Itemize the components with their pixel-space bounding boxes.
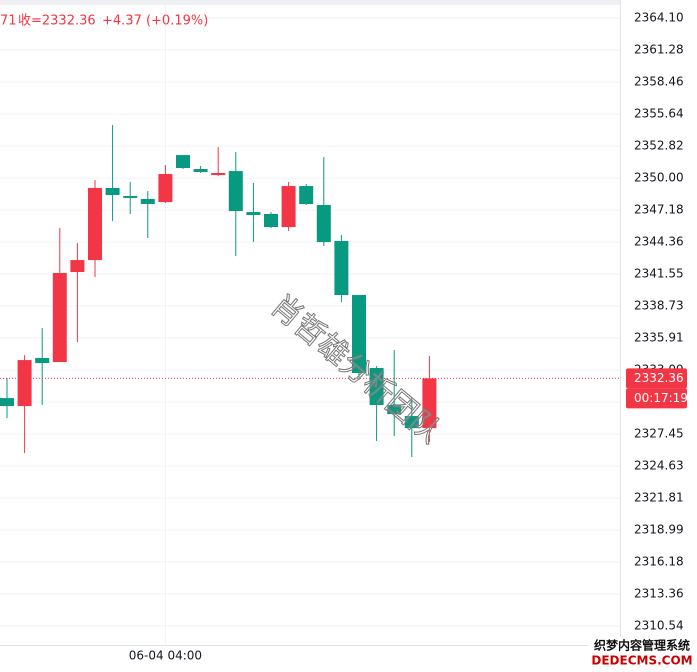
top-strip xyxy=(0,0,620,5)
y-tick-label: 2352.82 xyxy=(634,139,684,153)
candle-body xyxy=(35,358,50,364)
y-tick-label: 2318.99 xyxy=(634,523,684,537)
header-change: +4.37 (+0.19%) xyxy=(102,14,208,29)
countdown-box xyxy=(626,388,687,409)
candle-body xyxy=(0,398,14,407)
header-prefix: 71 xyxy=(0,14,17,29)
candle-body xyxy=(105,187,120,196)
y-tick-label: 2358.46 xyxy=(634,75,684,89)
x-tick-label: 06-04 04:00 xyxy=(129,649,202,663)
last-price-box xyxy=(626,368,687,389)
y-tick-label: 2310.54 xyxy=(634,619,684,633)
grid: 2364.10 2361.28 2358.46 2355.64 2352.82 2350.… xyxy=(0,0,684,663)
y-tick-label: 2335.91 xyxy=(634,331,684,345)
candle-body xyxy=(369,368,384,406)
overlay: 2332.36 00:17:19 xyxy=(0,368,688,409)
candle-body xyxy=(387,405,402,415)
candle-body xyxy=(17,360,32,407)
candle-body xyxy=(246,212,261,215)
candle-body xyxy=(404,416,419,429)
candle-body xyxy=(52,273,67,363)
y-tick-label: 2347.18 xyxy=(634,203,684,217)
y-tick-label: 2338.73 xyxy=(634,299,684,313)
candle-body xyxy=(88,187,102,261)
y-tick-label: 2313.36 xyxy=(634,587,684,601)
y-tick-label: 2361.28 xyxy=(634,43,684,57)
candle-body xyxy=(123,196,138,198)
y-tick-label: 2350.00 xyxy=(634,171,684,185)
candle-body xyxy=(193,169,208,172)
site-mark-line1: 织梦内容管理系统 xyxy=(594,638,690,653)
candle-body xyxy=(176,155,190,169)
candle-body xyxy=(211,172,226,176)
y-tick-label: 2355.64 xyxy=(634,107,684,121)
y-tick-label: 2364.10 xyxy=(634,11,684,25)
candles xyxy=(0,124,437,458)
candle-body xyxy=(264,213,278,228)
y-tick-label: 2341.55 xyxy=(634,267,684,281)
candle-body xyxy=(352,295,366,374)
candle-body xyxy=(140,198,155,204)
candle-body xyxy=(334,240,349,296)
y-tick-label: 2327.45 xyxy=(634,427,684,441)
last-price-label: 2332.36 xyxy=(634,371,684,385)
candle-body xyxy=(422,378,437,429)
y-tick-label: 2321.81 xyxy=(634,491,684,505)
candle-body xyxy=(70,260,85,272)
candle-body xyxy=(299,186,314,204)
candle-body xyxy=(228,171,243,212)
site-mark-bg xyxy=(588,637,697,672)
site-mark-line2: DEDECMS.COM xyxy=(591,654,692,668)
y-tick-label: 2316.18 xyxy=(634,555,684,569)
candle-body xyxy=(158,174,173,203)
countdown-label: 00:17:19 xyxy=(634,391,688,405)
candle-body xyxy=(281,186,296,228)
header-close: 收=2332.36 xyxy=(18,14,96,29)
y-tick-label: 2324.63 xyxy=(634,459,684,473)
y-tick-label: 2344.36 xyxy=(634,235,684,249)
candle-body xyxy=(316,205,331,243)
